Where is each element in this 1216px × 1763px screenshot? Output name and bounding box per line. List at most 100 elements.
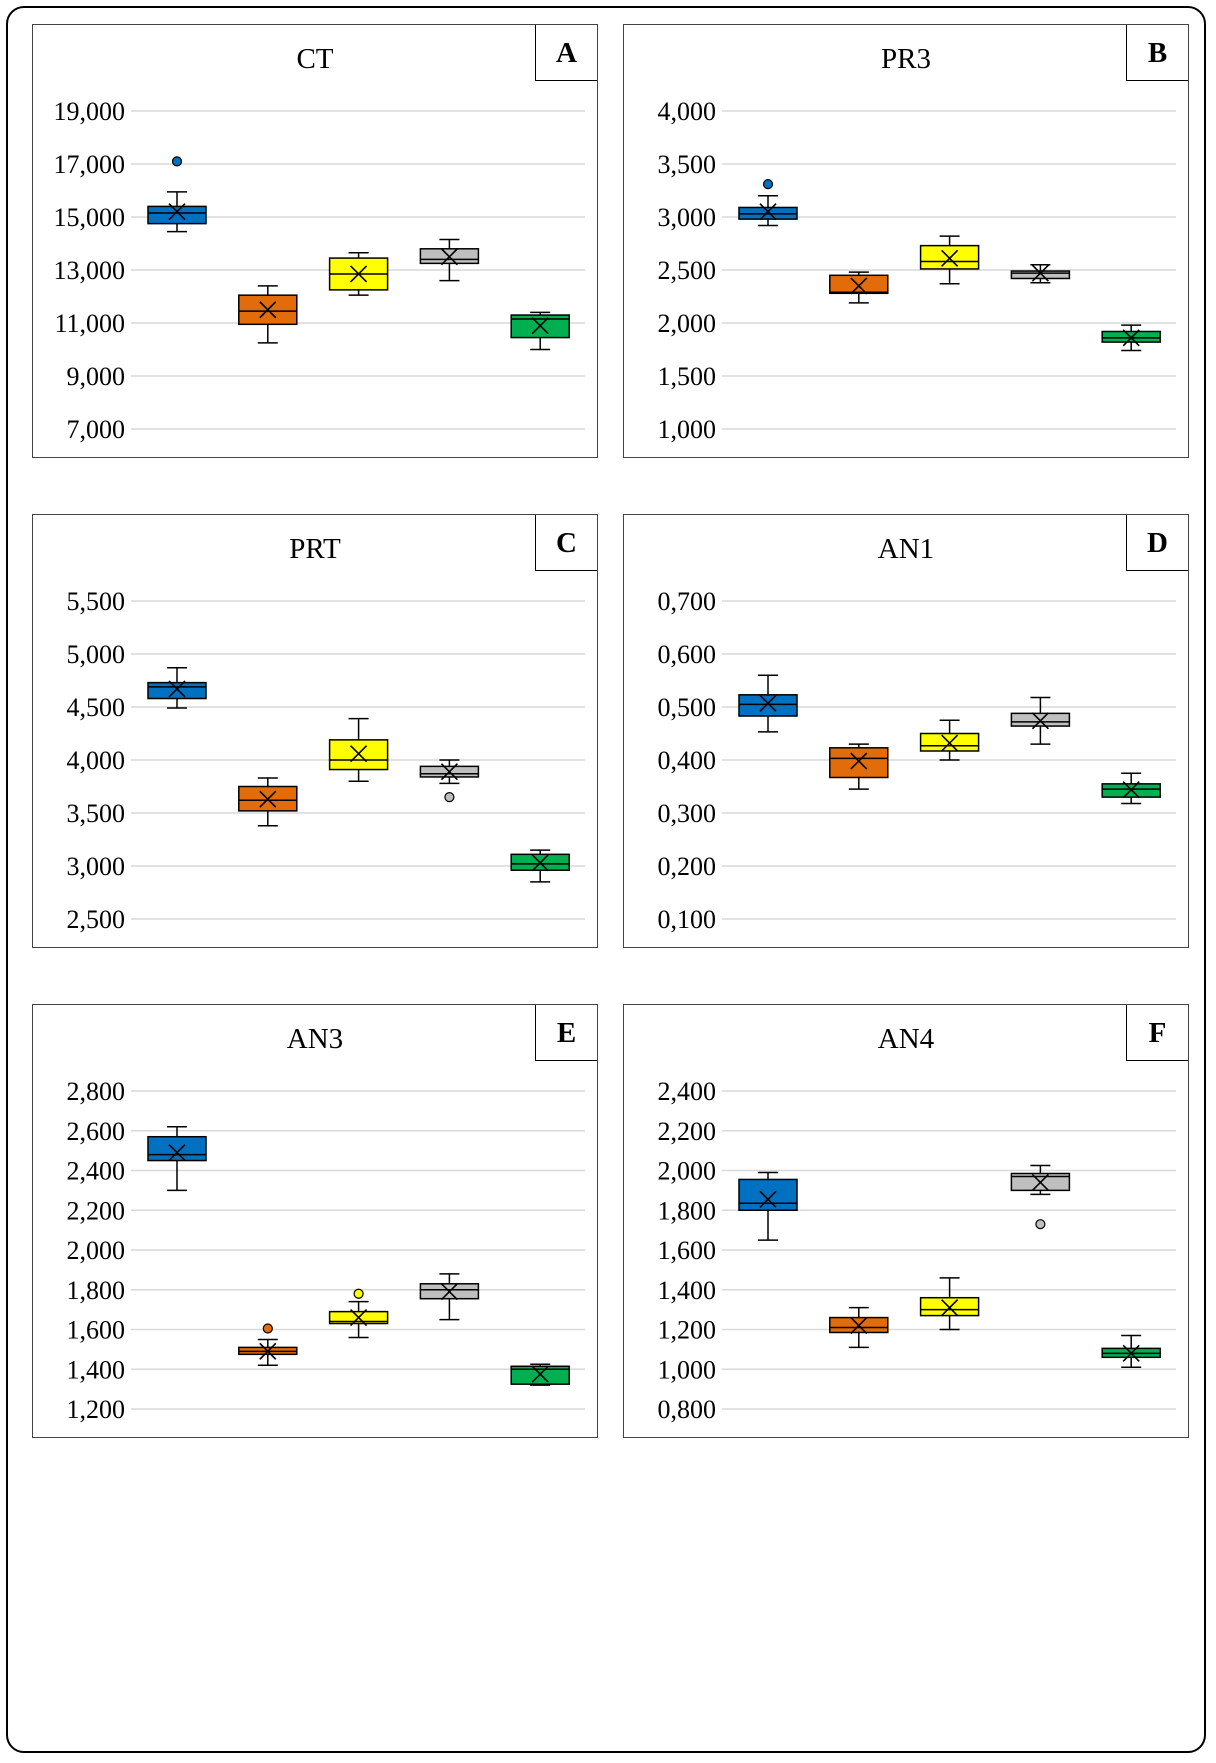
- y-tick-label: 2,200: [67, 1196, 126, 1225]
- box-5: [510, 849, 570, 883]
- y-tick-label: 3,000: [658, 203, 717, 232]
- box-3: [328, 717, 389, 782]
- y-tick-label: 3,500: [67, 799, 126, 828]
- y-tick-label: 0,300: [658, 799, 717, 828]
- y-tick-label: 15,000: [54, 203, 126, 232]
- iqr-box: [738, 694, 798, 717]
- mean-marker: [531, 854, 549, 872]
- panel-c: 2,500 3,000 3,500 4,000 4,500 5,000 5,500 PRT …: [32, 514, 598, 948]
- y-tick-label: 19,000: [54, 97, 126, 126]
- iqr-box: [829, 274, 889, 295]
- mean-marker: [941, 249, 959, 267]
- box-2: [829, 271, 889, 304]
- panel-b: 1,000 1,500 2,000 2,500 3,000 3,500 4,000 PR3 …: [623, 24, 1189, 458]
- iqr-box: [829, 747, 889, 779]
- y-tick-label: 2,200: [658, 1117, 717, 1146]
- boxplot-pr3: 1,000 1,500 2,000 2,500 3,000 3,500 4,000: [658, 97, 1176, 444]
- mean-marker: [350, 745, 368, 763]
- boxplot-prt: 2,500 3,000 3,500 4,000 4,500 5,000 5,500: [67, 587, 585, 934]
- y-tick-label: 5,500: [67, 587, 126, 616]
- box-2: [238, 1323, 298, 1367]
- y-tick-label: 0,700: [658, 587, 717, 616]
- chart-title: PRT: [289, 533, 341, 565]
- mean-marker: [1122, 1344, 1140, 1362]
- mean-marker: [350, 265, 368, 283]
- box-3: [328, 1288, 389, 1339]
- box-4: [419, 238, 480, 282]
- y-tick-label: 7,000: [67, 415, 126, 444]
- y-tick-label: 3,000: [67, 852, 126, 881]
- y-tick-label: 1,500: [658, 362, 717, 391]
- y-tick-label: 2,000: [67, 1236, 126, 1265]
- panel-e: 1,200 1,400 1,600 1,800 2,000 2,200 2,400 2,600…: [32, 1004, 598, 1438]
- box-1: [147, 1126, 207, 1192]
- iqr-box: [238, 785, 298, 812]
- y-tick-label: 1,400: [658, 1276, 717, 1305]
- outlier-point: [1035, 1219, 1046, 1230]
- y-tick-label: 0,100: [658, 905, 717, 934]
- panel-label: D: [1126, 515, 1188, 571]
- panel-a: 7,000 9,000 11,000 13,000 15,000 17,000 19,000…: [32, 24, 598, 458]
- y-tick-label: 4,500: [67, 693, 126, 722]
- chart-title: AN1: [877, 533, 935, 565]
- mean-marker: [259, 301, 277, 319]
- y-tick-label: 11,000: [54, 309, 125, 338]
- figure-frame: 7,000 9,000 11,000 13,000 15,000 17,000 19,000…: [6, 6, 1206, 1753]
- panel-d: 0,100 0,200 0,300 0,400 0,500 0,600 0,700 AN1 …: [623, 514, 1189, 948]
- box-5: [1101, 324, 1161, 352]
- y-tick-label: 1,800: [658, 1196, 717, 1225]
- y-tick-label: 4,000: [67, 746, 126, 775]
- panel-label: F: [1126, 1005, 1188, 1061]
- box-1: [147, 667, 207, 709]
- box-2: [238, 285, 298, 344]
- box-3: [919, 235, 980, 285]
- y-tick-label: 1,800: [67, 1276, 126, 1305]
- mean-marker: [759, 203, 777, 221]
- box-2: [829, 1306, 889, 1349]
- box-4: [419, 759, 480, 803]
- box-4: [1010, 696, 1071, 745]
- box-3: [919, 1277, 980, 1331]
- mean-marker: [850, 1316, 868, 1335]
- mean-marker: [759, 694, 777, 712]
- y-tick-label: 1,200: [658, 1316, 717, 1345]
- outlier-point: [171, 156, 183, 167]
- mean-marker: [168, 1144, 186, 1162]
- box-5: [1101, 772, 1161, 805]
- y-tick-label: 9,000: [67, 362, 126, 391]
- box-5: [510, 311, 570, 351]
- box-3: [328, 252, 389, 296]
- mean-marker: [350, 1309, 368, 1327]
- y-tick-label: 2,400: [658, 1077, 717, 1106]
- y-tick-label: 2,000: [658, 309, 717, 338]
- box-3: [919, 719, 980, 761]
- y-tick-label: 2,400: [67, 1157, 126, 1186]
- mean-marker: [1031, 712, 1049, 730]
- chart-title: PR3: [881, 43, 931, 75]
- y-tick-label: 4,000: [658, 97, 717, 126]
- mean-marker: [941, 1299, 959, 1317]
- panel-label: E: [535, 1005, 597, 1061]
- mean-marker: [168, 680, 186, 698]
- box-2: [238, 777, 298, 827]
- box-5: [510, 1363, 570, 1386]
- y-tick-label: 1,200: [67, 1395, 126, 1424]
- box-1: [738, 674, 798, 733]
- y-tick-label: 1,000: [658, 415, 717, 444]
- mean-marker: [168, 203, 186, 221]
- box-4: [1010, 1164, 1071, 1230]
- y-tick-label: 17,000: [54, 150, 126, 179]
- y-tick-label: 2,600: [67, 1117, 126, 1146]
- y-tick-label: 0,600: [658, 640, 717, 669]
- mean-marker: [1031, 264, 1049, 282]
- box-4: [419, 1273, 480, 1321]
- mean-marker: [850, 277, 868, 295]
- mean-marker: [1031, 1173, 1049, 1191]
- y-tick-label: 13,000: [54, 256, 126, 285]
- boxplot-an3: 1,200 1,400 1,600 1,800 2,000 2,200 2,400 2,600…: [67, 1077, 585, 1424]
- boxplot-ct: 7,000 9,000 11,000 13,000 15,000 17,000 19,000: [54, 97, 585, 444]
- y-tick-label: 1,400: [67, 1355, 126, 1384]
- panel-label: B: [1126, 25, 1188, 81]
- outlier-point: [353, 1288, 364, 1299]
- y-tick-label: 0,200: [658, 852, 717, 881]
